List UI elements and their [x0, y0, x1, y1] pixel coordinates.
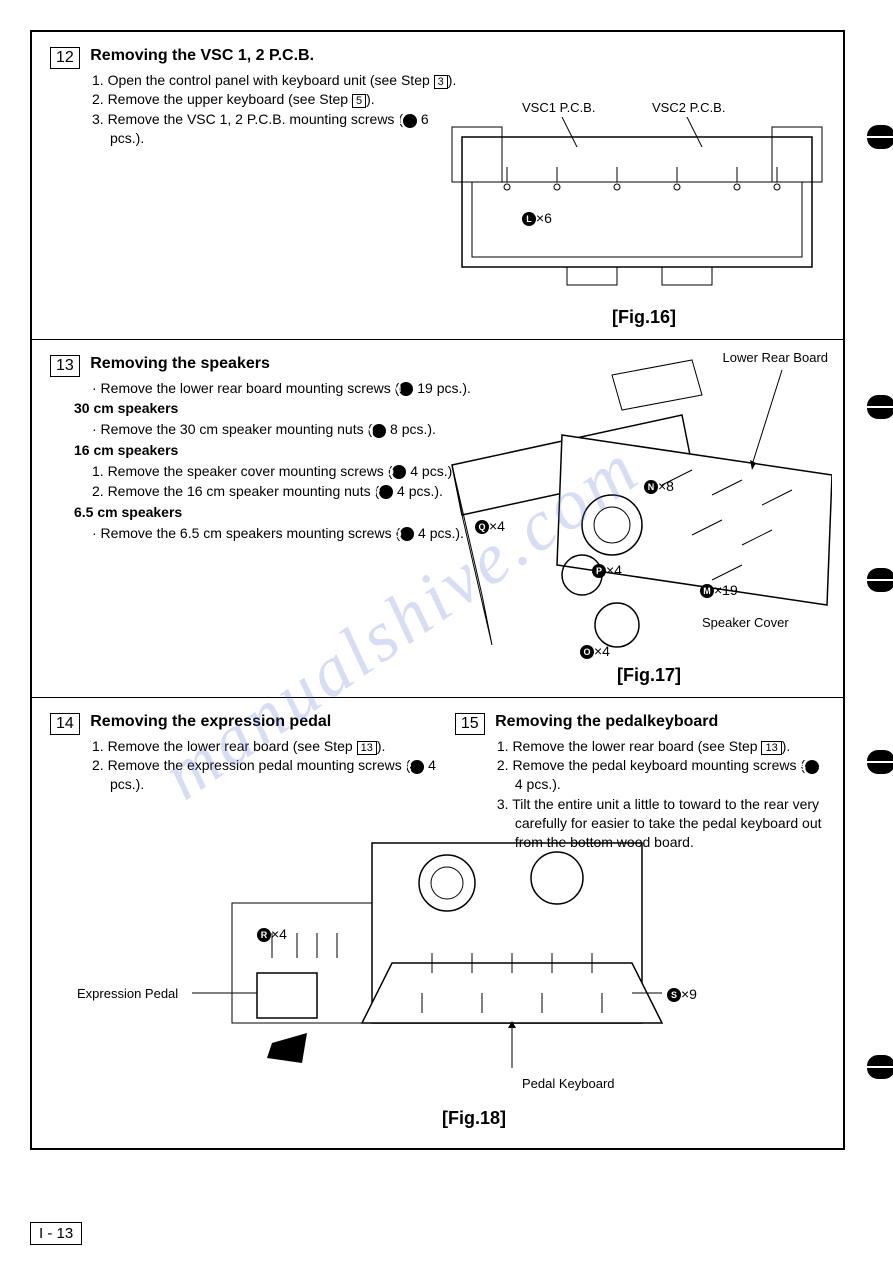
fig-label-18: [Fig.18]	[442, 1108, 506, 1129]
step-13-main: · Remove the lower rear board mounting s…	[92, 379, 485, 398]
step-16cm-2: 2. Remove the 16 cm speaker mounting nut…	[92, 482, 485, 501]
diagram-fig18	[162, 838, 722, 1098]
diagram-16-label: L×6	[522, 210, 552, 226]
callout-r: R×4	[257, 926, 287, 942]
step-14-1: 1. Remove the lower rear board (see Step…	[92, 737, 440, 756]
fig-label-17: [Fig.17]	[617, 665, 681, 686]
text-column-12: 1. Open the control panel with keyboard …	[50, 71, 460, 149]
diagram-fig16	[447, 117, 827, 297]
heading-16cm: 16 cm speakers	[50, 441, 485, 460]
step-15-1: 1. Remove the lower rear board (see Step…	[497, 737, 825, 756]
section-header: 12 Removing the VSC 1, 2 P.C.B.	[50, 47, 825, 69]
binder-mark-icon	[867, 125, 893, 147]
callout-pedal-keyboard: Pedal Keyboard	[522, 1076, 615, 1091]
page-number: I - 13	[30, 1222, 82, 1245]
step-30cm: · Remove the 30 cm speaker mounting nuts…	[92, 420, 485, 439]
step-title-13: Removing the speakers	[90, 355, 270, 372]
step-number-13: 13	[50, 355, 80, 377]
callout-o: O×4	[580, 643, 610, 659]
step-title-14: Removing the expression pedal	[90, 713, 331, 730]
step-number-15: 15	[455, 713, 485, 735]
step-title-12: Removing the VSC 1, 2 P.C.B.	[90, 47, 314, 64]
binder-mark-icon	[867, 568, 893, 590]
column-15: 15 Removing the pedalkeyboard 1. Remove …	[450, 713, 825, 853]
step-number-12: 12	[50, 47, 80, 69]
section-13: 13 Removing the speakers · Remove the lo…	[32, 340, 843, 698]
heading-65cm: 6.5 cm speakers	[50, 503, 485, 522]
callout-vsc1: VSC1 P.C.B.	[522, 100, 595, 115]
step-14-2: 2. Remove the expression pedal mounting …	[92, 756, 440, 794]
step-number-14: 14	[50, 713, 80, 735]
callout-expression-pedal: Expression Pedal	[77, 986, 178, 1001]
step-12-3: 3. Remove the VSC 1, 2 P.C.B. mounting s…	[92, 110, 460, 148]
callout-n: N×8	[644, 478, 674, 494]
section-12: 12 Removing the VSC 1, 2 P.C.B. 1. Open …	[32, 32, 843, 340]
step-65cm: · Remove the 6.5 cm speakers mounting sc…	[92, 524, 485, 543]
binder-mark-icon	[867, 1055, 893, 1077]
callout-q: Q×4	[475, 518, 505, 534]
callout-speaker-cover: Speaker Cover	[702, 615, 789, 630]
text-column-13: · Remove the lower rear board mounting s…	[50, 379, 485, 543]
callout-m: M×19	[700, 582, 738, 598]
step-12-2: 2. Remove the upper keyboard (see Step 5…	[92, 90, 460, 109]
callout-p: P×4	[592, 562, 622, 578]
callout-s: S×9	[667, 986, 697, 1002]
binder-mark-icon	[867, 750, 893, 772]
column-14: 14 Removing the expression pedal 1. Remo…	[50, 713, 450, 853]
section-14-15: 14 Removing the expression pedal 1. Remo…	[32, 698, 843, 1148]
step-15-2: 2. Remove the pedal keyboard mounting sc…	[497, 756, 825, 794]
step-12-1: 1. Open the control panel with keyboard …	[92, 71, 460, 90]
binder-mark-icon	[867, 395, 893, 417]
row-14-15: 14 Removing the expression pedal 1. Remo…	[50, 713, 825, 853]
fig-label-16: [Fig.16]	[612, 307, 676, 328]
step-title-15: Removing the pedalkeyboard	[495, 713, 718, 730]
page-border: 12 Removing the VSC 1, 2 P.C.B. 1. Open …	[30, 30, 845, 1150]
step-16cm-1: 1. Remove the speaker cover mounting scr…	[92, 462, 485, 481]
callout-vsc2: VSC2 P.C.B.	[652, 100, 725, 115]
heading-30cm: 30 cm speakers	[50, 399, 485, 418]
